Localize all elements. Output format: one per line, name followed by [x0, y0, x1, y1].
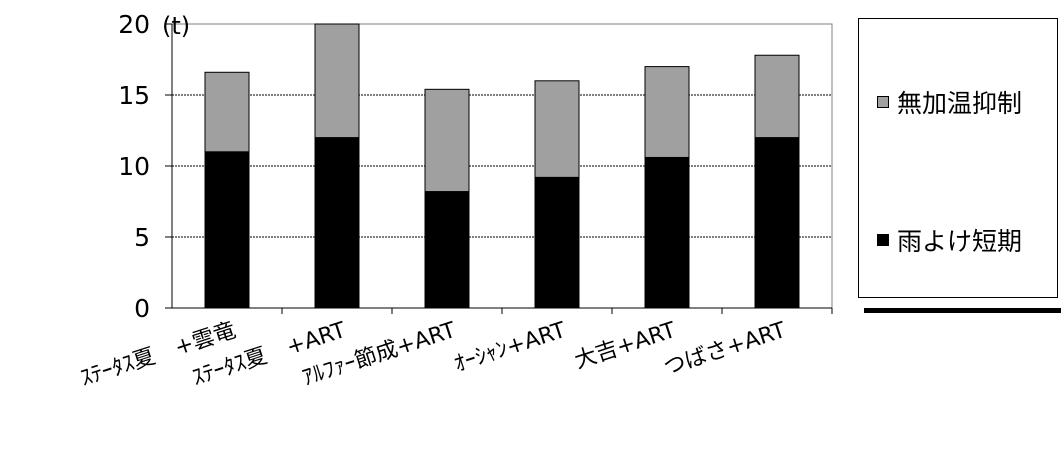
legend-shadow [864, 308, 1061, 313]
legend-label-series-2: 無加温抑制 [897, 89, 1023, 118]
legend-item-series-1: 雨よけ短期 [877, 222, 1022, 258]
bar-segment-2 [534, 80, 580, 178]
bar-segment-1 [754, 137, 800, 309]
y-tick-label: 20 [118, 10, 150, 39]
legend-swatch-series-2 [877, 96, 889, 108]
y-tick-label: 10 [118, 152, 150, 181]
legend: 無加温抑制 雨よけ短期 [858, 18, 1058, 298]
legend-label-series-1: 雨よけ短期 [897, 227, 1023, 256]
bar-segment-1 [424, 191, 470, 309]
bar-segment-2 [644, 66, 690, 158]
bar-segment-1 [534, 176, 580, 309]
bar-segment-1 [204, 151, 250, 309]
bar-segment-2 [424, 88, 470, 193]
bar-segment-2 [204, 71, 250, 153]
x-tick-label: つばさ+ART [661, 318, 790, 381]
bar-segment-2 [754, 54, 800, 139]
bar-segment-1 [644, 156, 690, 309]
legend-item-series-2: 無加温抑制 [877, 84, 1022, 120]
y-tick-label: 0 [134, 294, 150, 323]
y-tick-label: 15 [118, 81, 150, 110]
bar-segment-1 [314, 137, 360, 309]
legend-swatch-series-1 [877, 234, 889, 246]
y-unit-label: (t) [162, 12, 190, 40]
y-tick-label: 5 [134, 223, 150, 252]
bar-segment-2 [314, 23, 360, 139]
x-tick-label: ｵｰｼｬﾝ+ART [451, 318, 569, 378]
